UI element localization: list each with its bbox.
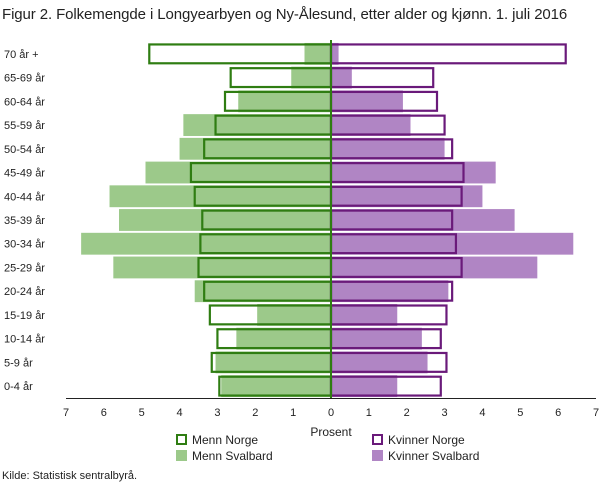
legend-swatch-kvinner-norge (372, 434, 383, 445)
y-tick-label-0: 70 år + (4, 49, 39, 61)
x-tick-label-11: 4 (479, 407, 485, 419)
y-tick-label-6: 40-44 år (4, 191, 45, 203)
bar-kvinner-svalbard-14 (331, 375, 398, 398)
y-tick-label-5: 45-49 år (4, 168, 45, 180)
legend: Menn Norge Kvinner Norge Menn Svalbard Kvin… (176, 433, 479, 463)
bar-kvinner-svalbard-11 (331, 304, 398, 326)
y-tick-label-1: 65-69 år (4, 73, 45, 85)
bar-menn-svalbard-3 (183, 114, 331, 136)
legend-swatch-menn-svalbard (176, 450, 187, 461)
bar-kvinner-svalbard-1 (331, 66, 352, 89)
x-tick-label-5: 2 (252, 407, 258, 419)
bar-menn-svalbard-6 (109, 185, 332, 208)
x-tick-label-10: 3 (442, 407, 448, 419)
y-tick-label-8: 30-34 år (4, 239, 45, 251)
x-tick-label-13: 6 (555, 407, 561, 419)
y-tick-label-14: 0-4 år (4, 381, 33, 393)
bar-kvinner-svalbard-13 (331, 351, 428, 374)
y-tick-label-11: 15-19 år (4, 310, 45, 322)
bar-menn-svalbard-2 (238, 90, 331, 113)
bar-menn-svalbard-7 (119, 209, 331, 231)
bar-kvinner-svalbard-12 (331, 327, 422, 350)
y-tick-label-12: 10-14 år (4, 334, 45, 346)
bar-menn-svalbard-1 (291, 66, 331, 89)
y-tick-label-4: 50-54 år (4, 144, 45, 156)
source-note: Kilde: Statistisk sentralbyrå. (2, 470, 138, 482)
bar-kvinner-svalbard-0 (331, 42, 339, 65)
legend-swatch-kvinner-svalbard (372, 450, 383, 461)
bar-kvinner-svalbard-7 (331, 209, 515, 231)
x-tick-label-9: 2 (404, 407, 410, 419)
bar-menn-svalbard-14 (221, 375, 331, 398)
x-tick-label-7: 0 (328, 407, 334, 419)
bar-menn-norge-0 (148, 43, 333, 65)
svalbard-bars-group (81, 42, 574, 398)
x-tick-label-3: 4 (177, 407, 183, 419)
x-axis-label: Prosent (310, 425, 352, 439)
chart-title: Figur 2. Folkemengde i Longyearbyen og N… (2, 6, 568, 23)
bar-menn-svalbard-0 (304, 42, 331, 65)
bar-kvinner-svalbard-9 (331, 256, 538, 279)
bar-kvinner-svalbard-4 (331, 137, 445, 160)
bar-menn-svalbard-5 (145, 161, 331, 184)
x-tick-label-4: 3 (214, 407, 220, 419)
legend-label-kvinner-norge: Kvinner Norge (388, 433, 465, 447)
axes-group: 70 år + 65-69 år 60-64 år 55-59 år 50-54 år 4… (4, 40, 599, 439)
bar-kvinner-svalbard-10 (331, 280, 449, 303)
x-tick-label-12: 5 (517, 407, 523, 419)
bar-kvinner-svalbard-6 (331, 185, 483, 208)
bar-kvinner-svalbard-8 (331, 232, 574, 255)
bar-menn-svalbard-8 (81, 232, 332, 255)
y-tick-label-2: 60-64 år (4, 96, 45, 108)
bar-menn-svalbard-11 (257, 304, 331, 326)
y-tick-label-7: 35-39 år (4, 215, 45, 227)
bar-kvinner-norge-0 (329, 43, 567, 65)
bar-menn-svalbard-13 (215, 351, 331, 374)
bar-kvinner-svalbard-2 (331, 90, 403, 113)
x-tick-label-8: 1 (366, 407, 372, 419)
legend-label-menn-svalbard: Menn Svalbard (192, 449, 273, 463)
x-tick-label-6: 1 (290, 407, 296, 419)
legend-label-menn-norge: Menn Norge (192, 433, 258, 447)
x-tick-label-1: 6 (101, 407, 107, 419)
bar-kvinner-svalbard-5 (331, 161, 496, 184)
bar-menn-svalbard-12 (236, 327, 331, 350)
y-tick-label-10: 20-24 år (4, 286, 45, 298)
legend-swatch-menn-norge (176, 434, 187, 445)
bar-kvinner-svalbard-3 (331, 114, 411, 136)
x-tick-label-0: 7 (63, 407, 69, 419)
bar-menn-svalbard-10 (194, 280, 331, 303)
x-tick-label-14: 7 (593, 407, 599, 419)
bar-menn-svalbard-4 (179, 137, 331, 160)
x-tick-label-2: 5 (139, 407, 145, 419)
bar-menn-svalbard-9 (113, 256, 331, 279)
legend-label-kvinner-svalbard: Kvinner Svalbard (388, 449, 479, 463)
y-tick-label-9: 25-29 år (4, 262, 45, 274)
y-tick-label-13: 5-9 år (4, 357, 33, 369)
y-tick-label-3: 55-59 år (4, 120, 45, 132)
